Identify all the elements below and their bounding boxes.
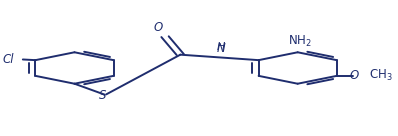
Text: Cl: Cl (3, 53, 14, 66)
Text: S: S (99, 89, 106, 103)
Text: N: N (217, 42, 226, 55)
Text: O: O (350, 69, 359, 82)
Text: H: H (217, 42, 226, 52)
Text: NH$_2$: NH$_2$ (288, 33, 312, 49)
Text: CH$_3$: CH$_3$ (369, 68, 393, 83)
Text: O: O (154, 21, 163, 34)
